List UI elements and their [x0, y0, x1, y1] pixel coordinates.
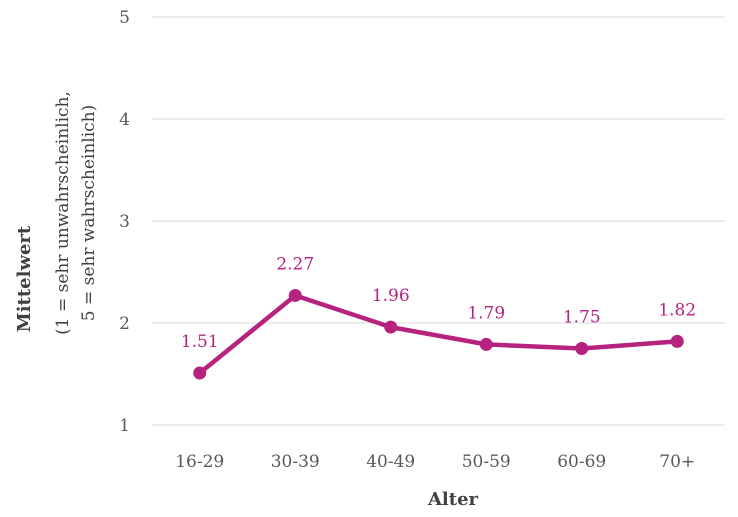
- series-line-group: [193, 288, 684, 380]
- x-tick-label: 40-49: [366, 452, 415, 472]
- series-line: [197, 293, 680, 376]
- y-axis-subtitle-line1: (1 = sehr unwahrscheinlich,: [53, 91, 73, 335]
- data-point-60-69: [575, 342, 589, 355]
- x-axis-title: Alter: [427, 489, 479, 510]
- x-axis-ticks: 16-29 30-39 40-49 50-59 60-69 70+: [175, 452, 695, 472]
- data-point-70+: [670, 334, 684, 348]
- x-tick-label: 60-69: [557, 452, 606, 472]
- data-point-40-49: [384, 320, 398, 334]
- y-axis-ticks: 1 2 3 4 5: [119, 8, 130, 436]
- y-axis-subtitle-line2-group: 5 = sehr wahrscheinlich): [79, 105, 99, 322]
- data-label-60-69: 1.75: [563, 308, 601, 328]
- data-point-50-59: [479, 337, 493, 351]
- data-point-16-29: [193, 366, 207, 380]
- y-tick-label: 1: [119, 416, 130, 436]
- y-tick-label: 4: [119, 110, 130, 130]
- data-point-30-39: [288, 288, 302, 302]
- y-axis-title: Mittelwert: [14, 225, 35, 332]
- y-tick-label: 5: [119, 8, 130, 28]
- data-label-70+: 1.82: [658, 300, 696, 320]
- x-tick-label: 30-39: [271, 452, 320, 472]
- y-axis-subtitle-line2: 5 = sehr wahrscheinlich): [79, 105, 99, 322]
- data-labels: 1.51 2.27 1.96 1.79 1.75 1.82: [181, 254, 696, 352]
- y-axis-subtitle-line1-group: (1 = sehr unwahrscheinlich,: [53, 91, 73, 335]
- data-label-40-49: 1.96: [372, 286, 410, 306]
- y-axis-title-group: Mittelwert: [14, 225, 35, 332]
- data-label-30-39: 2.27: [276, 254, 314, 274]
- x-tick-label: 16-29: [175, 452, 224, 472]
- x-tick-label: 70+: [659, 452, 695, 472]
- y-tick-label: 3: [119, 212, 130, 232]
- y-tick-label: 2: [119, 314, 130, 334]
- gridlines: [152, 16, 725, 426]
- data-label-16-29: 1.51: [181, 332, 219, 352]
- data-label-50-59: 1.79: [467, 303, 505, 323]
- x-tick-label: 50-59: [462, 452, 511, 472]
